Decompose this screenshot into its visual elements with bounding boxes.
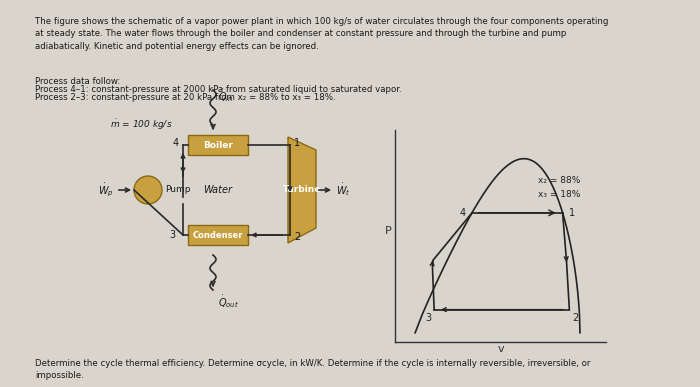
Text: $\dot{W}_t$: $\dot{W}_t$ bbox=[336, 182, 351, 199]
Text: $\dot{Q}_{out}$: $\dot{Q}_{out}$ bbox=[218, 293, 239, 310]
Text: 2: 2 bbox=[572, 313, 578, 324]
Text: $\dot{Q}_{in}$: $\dot{Q}_{in}$ bbox=[218, 87, 234, 104]
Text: x₂ = 88%
x₃ = 18%: x₂ = 88% x₃ = 18% bbox=[538, 176, 581, 199]
Text: $\dot{W}_p$: $\dot{W}_p$ bbox=[98, 181, 114, 199]
Text: Condenser: Condenser bbox=[193, 231, 244, 240]
FancyBboxPatch shape bbox=[188, 225, 248, 245]
Circle shape bbox=[134, 176, 162, 204]
X-axis label: v: v bbox=[497, 344, 504, 354]
Text: 2: 2 bbox=[294, 232, 300, 242]
Text: 3: 3 bbox=[425, 313, 431, 324]
Text: 1: 1 bbox=[568, 208, 575, 218]
Text: The figure shows the schematic of a vapor power plant in which 100 kg/s of water: The figure shows the schematic of a vapo… bbox=[35, 17, 608, 51]
Text: Process data follow:: Process data follow: bbox=[35, 77, 120, 86]
Text: 4: 4 bbox=[460, 208, 466, 218]
Y-axis label: P: P bbox=[385, 226, 392, 236]
Text: Turbine: Turbine bbox=[283, 185, 321, 195]
Text: Process 4–1: constant-pressure at 2000 kPa from saturated liquid to saturated va: Process 4–1: constant-pressure at 2000 k… bbox=[35, 85, 402, 94]
Text: Process 2–3: constant-pressure at 20 kPa from x₂ = 88% to x₃ = 18%.: Process 2–3: constant-pressure at 20 kPa… bbox=[35, 93, 335, 102]
Text: Pump: Pump bbox=[165, 185, 190, 195]
Text: $\dot{m}$ = 100 kg/s: $\dot{m}$ = 100 kg/s bbox=[110, 118, 172, 132]
Text: Water: Water bbox=[204, 185, 232, 195]
Text: 1: 1 bbox=[294, 138, 300, 148]
Text: 3: 3 bbox=[169, 230, 175, 240]
Polygon shape bbox=[288, 137, 316, 243]
Text: Determine the cycle thermal efficiency. Determine σcycle, in kW/K. Determine if : Determine the cycle thermal efficiency. … bbox=[35, 359, 590, 380]
Text: 4: 4 bbox=[173, 138, 179, 148]
FancyBboxPatch shape bbox=[188, 135, 248, 155]
Text: Boiler: Boiler bbox=[203, 140, 233, 149]
